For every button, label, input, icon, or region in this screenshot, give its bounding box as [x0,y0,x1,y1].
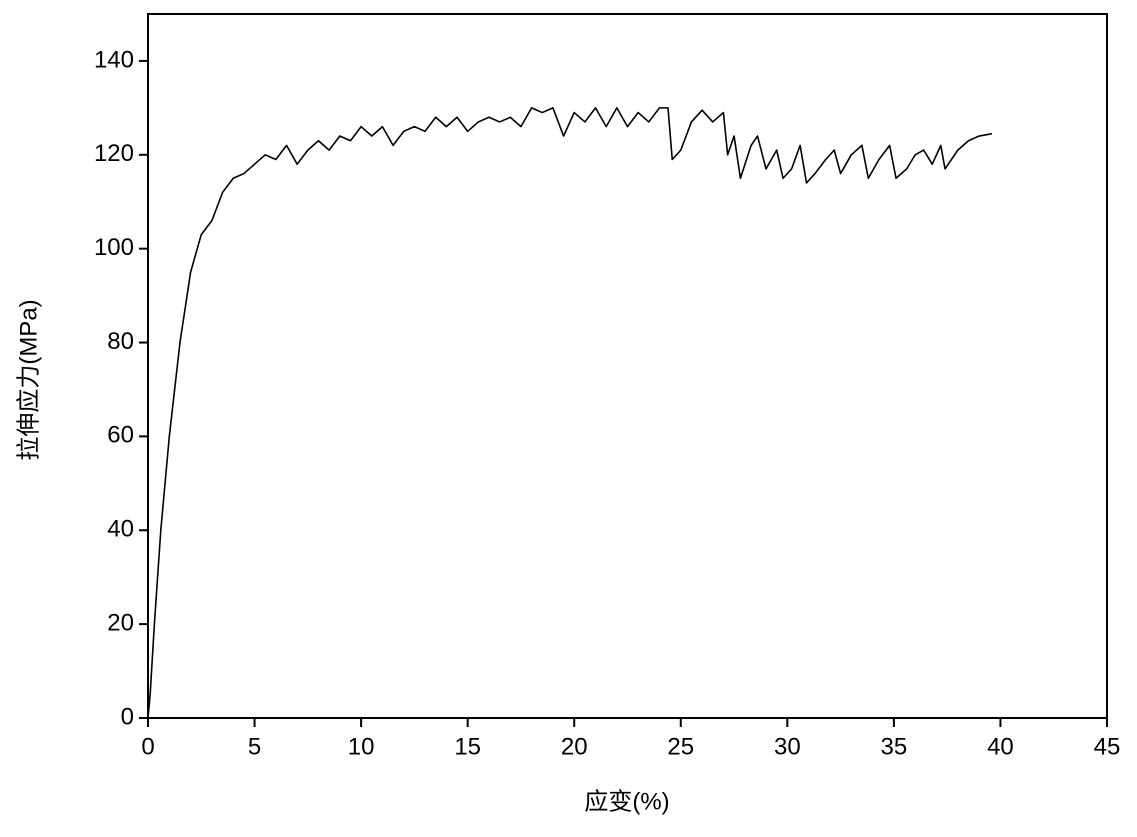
x-tick-label: 20 [561,733,588,760]
y-tick-label: 60 [107,422,134,449]
y-tick-label: 0 [121,703,134,730]
x-tick-label: 25 [667,733,694,760]
x-axis-title: 应变(%) [584,788,669,815]
y-tick-label: 80 [107,328,134,355]
y-tick-label: 20 [107,609,134,636]
x-tick-label: 0 [141,733,154,760]
x-tick-label: 40 [987,733,1014,760]
x-tick-label: 30 [774,733,801,760]
x-tick-label: 5 [248,733,261,760]
x-tick-label: 35 [881,733,908,760]
x-tick-label: 10 [348,733,375,760]
y-tick-label: 120 [94,140,134,167]
x-tick-label: 45 [1094,733,1121,760]
stress-strain-curve [147,107,993,719]
y-tick-label: 140 [94,46,134,73]
x-tick-label: 15 [454,733,481,760]
y-axis-title: 拉伸应力(MPa) [15,299,42,460]
y-tick-label: 100 [94,234,134,261]
y-tick-label: 40 [107,516,134,543]
plot-frame [147,13,1108,719]
